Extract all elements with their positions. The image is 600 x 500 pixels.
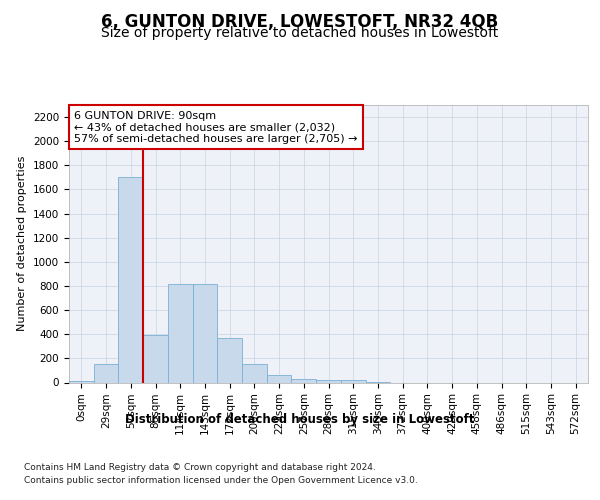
Bar (292, 379, 316, 382)
Text: Contains HM Land Registry data © Crown copyright and database right 2024.: Contains HM Land Registry data © Crown c… (24, 462, 376, 471)
Bar (168, 284, 193, 382)
Bar (94, 364, 118, 382)
Text: Distribution of detached houses by size in Lowestoft: Distribution of detached houses by size … (125, 412, 475, 426)
Bar (118, 178, 143, 382)
Bar (341, 380, 365, 382)
Text: 6, GUNTON DRIVE, LOWESTOFT, NR32 4QB: 6, GUNTON DRIVE, LOWESTOFT, NR32 4QB (101, 12, 499, 30)
Bar (217, 338, 242, 382)
Bar (267, 376, 292, 382)
Bar (69, 380, 94, 382)
Bar (242, 364, 267, 382)
Text: Contains public sector information licensed under the Open Government Licence v3: Contains public sector information licen… (24, 476, 418, 485)
Bar (193, 284, 217, 382)
Text: 6 GUNTON DRIVE: 90sqm
← 43% of detached houses are smaller (2,032)
57% of semi-d: 6 GUNTON DRIVE: 90sqm ← 43% of detached … (74, 110, 358, 144)
Bar (316, 380, 341, 382)
Y-axis label: Number of detached properties: Number of detached properties (17, 156, 28, 332)
Text: Size of property relative to detached houses in Lowestoft: Size of property relative to detached ho… (101, 26, 499, 40)
Bar (143, 336, 168, 382)
